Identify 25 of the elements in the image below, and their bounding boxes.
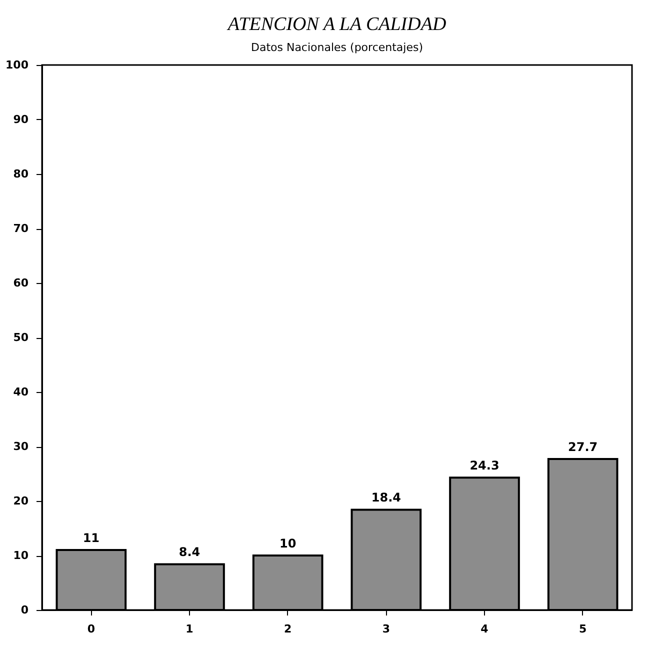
data-label: 27.7 [568,440,598,454]
y-tick-label: 70 [13,222,29,235]
x-tick-label: 3 [382,622,390,636]
y-tick-label: 40 [13,386,29,398]
y-tick-label: 10 [13,549,29,562]
chart-title: ATENCION A LA CALIDAD [226,14,446,35]
y-tick-label: 60 [13,276,29,290]
data-label: 8.4 [178,545,200,560]
y-tick-label: 100 [6,58,29,72]
y-tick-label: 80 [13,168,29,180]
data-label: 10 [279,536,296,550]
y-tick-label: 50 [13,331,29,344]
y-tick-label: 90 [13,113,29,126]
x-tick-label: 5 [579,622,587,636]
chart-subtitle: Datos Nacionales (porcentajes) [250,41,424,54]
x-tick-label: 2 [284,622,292,636]
x-tick-label: 4 [480,622,489,636]
data-label: 11 [82,531,100,546]
x-tick-label: 0 [87,622,96,636]
x-tick-label: 1 [186,622,194,636]
y-tick-label: 0 [20,604,29,616]
y-tick-label: 20 [13,494,29,508]
y-tick-label: 30 [13,440,29,453]
data-label: 18.4 [371,490,401,505]
data-label: 24.3 [470,458,500,473]
